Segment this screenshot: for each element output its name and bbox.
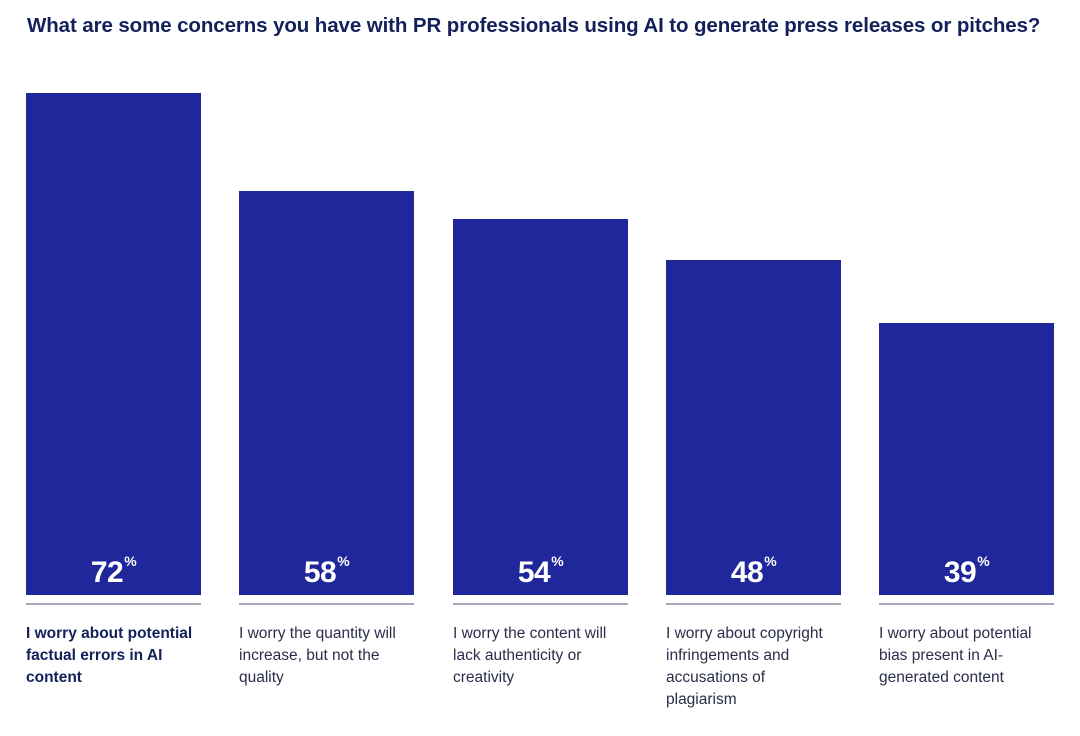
category-label: I worry about potential factual errors i… bbox=[26, 625, 193, 686]
bar bbox=[453, 218, 628, 595]
category-label: I worry about potential bias present in … bbox=[879, 625, 1032, 686]
percent-sign: % bbox=[764, 553, 777, 569]
data-label: 48% bbox=[666, 553, 841, 590]
bar bbox=[879, 323, 1054, 595]
category-label: I worry about copyright infringements an… bbox=[666, 625, 823, 708]
data-label: 39% bbox=[879, 553, 1054, 590]
data-label: 58% bbox=[239, 553, 414, 590]
data-label: 54% bbox=[453, 553, 628, 590]
percent-sign: % bbox=[124, 553, 137, 569]
category-divider bbox=[239, 603, 414, 605]
category-divider bbox=[453, 603, 628, 605]
category-label: I worry the quantity will increase, but … bbox=[239, 625, 396, 686]
category-divider bbox=[666, 603, 841, 605]
data-label-value: 58 bbox=[303, 556, 337, 589]
bar bbox=[239, 190, 414, 595]
chart-title: What are some concerns you have with PR … bbox=[27, 14, 1041, 37]
data-label-value: 39 bbox=[943, 556, 977, 589]
category-label: I worry the content will lack authentici… bbox=[453, 625, 607, 686]
data-label-value: 48 bbox=[730, 556, 764, 589]
data-label: 72% bbox=[26, 553, 201, 590]
bar bbox=[26, 93, 201, 595]
category-divider bbox=[879, 603, 1054, 605]
bar bbox=[666, 260, 841, 595]
percent-sign: % bbox=[337, 553, 350, 569]
percent-sign: % bbox=[551, 553, 564, 569]
percent-sign: % bbox=[977, 553, 990, 569]
data-label-value: 72 bbox=[90, 556, 124, 589]
category-divider bbox=[26, 603, 201, 605]
data-label-value: 54 bbox=[517, 556, 551, 589]
